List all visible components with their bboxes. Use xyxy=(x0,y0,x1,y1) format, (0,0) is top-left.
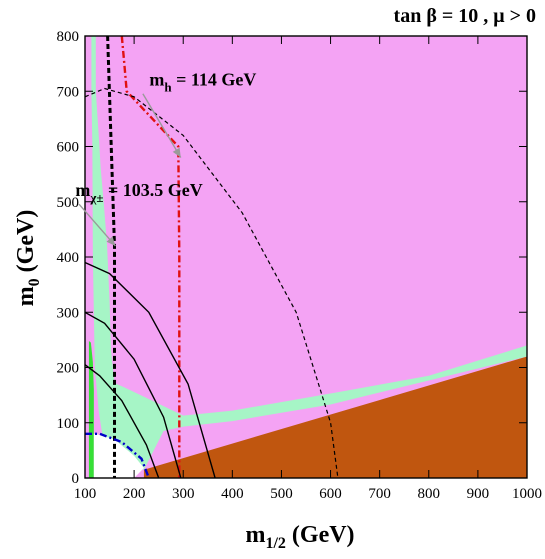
y-tick-label-0: 0 xyxy=(72,471,80,487)
higgs-label: mh = 114 GeV xyxy=(149,70,256,95)
y-tick-label-200: 200 xyxy=(57,361,80,377)
y-tick-label-600: 600 xyxy=(57,140,80,156)
y-axis-title: m0 (GeV) xyxy=(13,210,43,307)
x-tick-label-200: 200 xyxy=(123,486,146,502)
x-axis-title: m1/2 (GeV) xyxy=(245,522,354,552)
chargino-label-main: m xyxy=(75,180,90,200)
chart-title: tan β = 10 , μ > 0 xyxy=(394,5,536,27)
higgs-label-main: m xyxy=(149,70,164,90)
y-axis-title-sub: 0 xyxy=(26,278,43,286)
x-tick-label-100: 100 xyxy=(74,486,97,502)
chargino-label-arrowhead xyxy=(106,236,116,246)
x-axis-title-sub: 1/2 xyxy=(265,535,285,552)
x-tick-label-400: 400 xyxy=(221,486,244,502)
y-axis-title-main: m xyxy=(13,286,39,306)
charged-lsp-region xyxy=(143,356,527,478)
x-tick-label-500: 500 xyxy=(270,486,293,502)
higgs-label-arrowhead xyxy=(172,147,181,158)
x-tick-label-600: 600 xyxy=(319,486,342,502)
higgs-label-arrow xyxy=(142,93,182,158)
higgs-label-rest: = 114 GeV xyxy=(172,70,257,90)
x-tick-label-800: 800 xyxy=(418,486,441,502)
y-tick-label-800: 800 xyxy=(57,29,80,45)
series-m-103-5-gev xyxy=(106,36,116,478)
y-tick-label-700: 700 xyxy=(57,84,80,100)
plot-area xyxy=(85,36,527,478)
x-axis-title-main: m xyxy=(245,522,265,548)
y-tick-label-300: 300 xyxy=(57,305,80,321)
y-tick-label-500: 500 xyxy=(57,195,80,211)
chargino-label-sub: χ± xyxy=(89,190,103,205)
chargino-label: mχ± = 103.5 GeV xyxy=(75,180,202,205)
series-contour-a xyxy=(85,364,160,478)
plot-inner xyxy=(85,36,527,478)
series-contour-outer-dashed xyxy=(85,87,339,478)
x-axis-title-unit: (GeV) xyxy=(286,522,355,548)
x-tick-label-700: 700 xyxy=(368,486,391,502)
y-tick-label-100: 100 xyxy=(57,416,80,432)
bsg-excluded-region xyxy=(88,340,94,478)
axes-layer: 100 200 300 400 500 600 700 800 900 1000010020030… xyxy=(57,29,543,502)
unshaded-region xyxy=(93,433,144,478)
higgs-label-sub: h xyxy=(164,80,172,95)
series-contour-b xyxy=(85,311,182,478)
y-axis-title-unit: (GeV) xyxy=(13,210,39,279)
relic-density-band xyxy=(91,36,527,470)
series-contour-c xyxy=(85,261,216,478)
series-m-h-114-gev xyxy=(120,36,181,478)
x-tick-label-900: 900 xyxy=(467,486,490,502)
chargino-label-rest: = 103.5 GeV xyxy=(103,180,202,200)
y-tick-label-400: 400 xyxy=(57,250,80,266)
x-tick-label-1000: 1000 xyxy=(512,486,542,502)
series-contour-blue xyxy=(85,432,150,478)
chargino-label-arrow xyxy=(78,203,116,247)
x-tick-label-300: 300 xyxy=(172,486,195,502)
